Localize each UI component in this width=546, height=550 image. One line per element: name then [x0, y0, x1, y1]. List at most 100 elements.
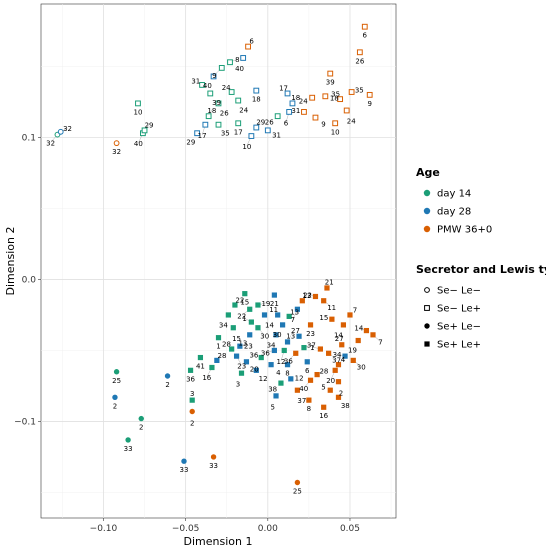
data-point	[327, 70, 334, 77]
point-label: 8	[235, 56, 239, 64]
data-point	[255, 302, 261, 308]
point-label: 25	[112, 377, 121, 385]
data-point	[335, 362, 342, 368]
data-point	[284, 362, 291, 368]
point-label: 23	[244, 342, 253, 350]
data-point	[329, 316, 335, 322]
data-point	[273, 332, 279, 338]
data-point	[238, 370, 245, 376]
legend-type-marker	[424, 341, 430, 347]
legend-type-marker	[424, 323, 430, 329]
data-point	[309, 94, 316, 101]
data-point	[337, 96, 344, 103]
data-point	[210, 454, 217, 460]
point-label: 31	[191, 77, 200, 85]
point-label: 17	[198, 132, 207, 140]
point-label: 15	[232, 335, 241, 343]
data-point	[322, 93, 329, 100]
point-label: 14	[265, 321, 274, 329]
data-point	[253, 124, 260, 131]
point-label: 7	[378, 339, 382, 347]
point-label: 30	[357, 364, 366, 372]
data-point	[284, 339, 291, 345]
point-label: 35	[355, 86, 364, 94]
data-point	[228, 89, 235, 95]
data-point	[112, 394, 118, 401]
data-point	[245, 43, 251, 50]
data-point	[230, 325, 236, 331]
data-point	[273, 393, 279, 399]
point-label: 6	[305, 367, 310, 375]
point-label: 22	[237, 312, 246, 320]
data-point	[304, 359, 310, 365]
x-tick-label: −0.05	[172, 524, 200, 534]
data-point	[218, 64, 225, 71]
data-point	[335, 394, 342, 400]
data-point	[248, 319, 254, 325]
legend-age-items: day 14 day 28 PMW 36+0	[423, 189, 492, 236]
point-label: 19	[261, 300, 270, 308]
legend-age-title: Age	[416, 166, 440, 179]
y-tick-label: 0.0	[22, 275, 37, 285]
data-point	[294, 306, 300, 312]
point-label: 23	[237, 363, 246, 371]
point-label: 36	[249, 351, 258, 359]
point-label: 4	[276, 369, 281, 377]
data-point	[321, 404, 327, 410]
point-label: 14	[354, 325, 363, 333]
data-point	[278, 380, 284, 386]
point-label: 1	[216, 343, 220, 351]
data-point	[253, 367, 259, 373]
point-label: 38	[341, 402, 350, 410]
point-label: 28	[218, 352, 227, 360]
data-point	[317, 346, 323, 352]
y-axis-title: Dimension 2	[4, 227, 17, 296]
point-label: 17	[279, 84, 288, 92]
data-point	[355, 337, 361, 344]
point-label: 37	[332, 356, 341, 364]
data-point	[326, 350, 332, 356]
point-label: 11	[327, 304, 336, 312]
legend-type-label: Se+ Le+	[437, 340, 481, 351]
data-point	[279, 322, 286, 328]
legend-type-marker	[424, 305, 430, 311]
point-label: 8	[285, 370, 289, 378]
point-label: 3	[236, 380, 240, 388]
data-point	[255, 325, 261, 331]
point-label: 9	[367, 100, 371, 108]
data-point	[335, 379, 342, 385]
x-tick-label: 0.05	[340, 524, 360, 534]
data-point	[214, 357, 220, 363]
point-label: 37	[297, 397, 306, 405]
point-label: 20	[326, 377, 335, 385]
data-point	[271, 347, 277, 354]
data-point	[205, 113, 212, 120]
point-label: 18	[330, 94, 339, 102]
data-point	[237, 343, 243, 349]
legend-type-marker	[424, 287, 430, 293]
data-point	[274, 113, 281, 120]
data-point	[306, 397, 312, 403]
data-point	[356, 49, 363, 56]
point-label: 6	[249, 37, 254, 45]
point-label: 36	[261, 349, 270, 357]
data-point	[275, 312, 281, 318]
data-point	[113, 369, 120, 375]
data-point	[194, 130, 201, 137]
data-point	[286, 313, 292, 319]
point-label: 36	[186, 375, 195, 383]
point-label: 13	[238, 340, 247, 348]
point-label: 24	[299, 98, 308, 106]
y-axis-ticks: −0.1 0.0 0.1	[14, 133, 41, 427]
point-label: 21	[325, 278, 334, 286]
point-label: 31	[291, 107, 300, 115]
data-point	[361, 23, 368, 30]
point-label: 32	[46, 140, 55, 148]
data-point	[268, 362, 274, 368]
point-label: 1	[242, 315, 246, 323]
point-label: 9	[321, 121, 325, 129]
point-label: 2	[339, 389, 343, 397]
point-label: 13	[302, 292, 311, 300]
point-label: 7	[291, 316, 295, 324]
data-point	[342, 353, 348, 359]
